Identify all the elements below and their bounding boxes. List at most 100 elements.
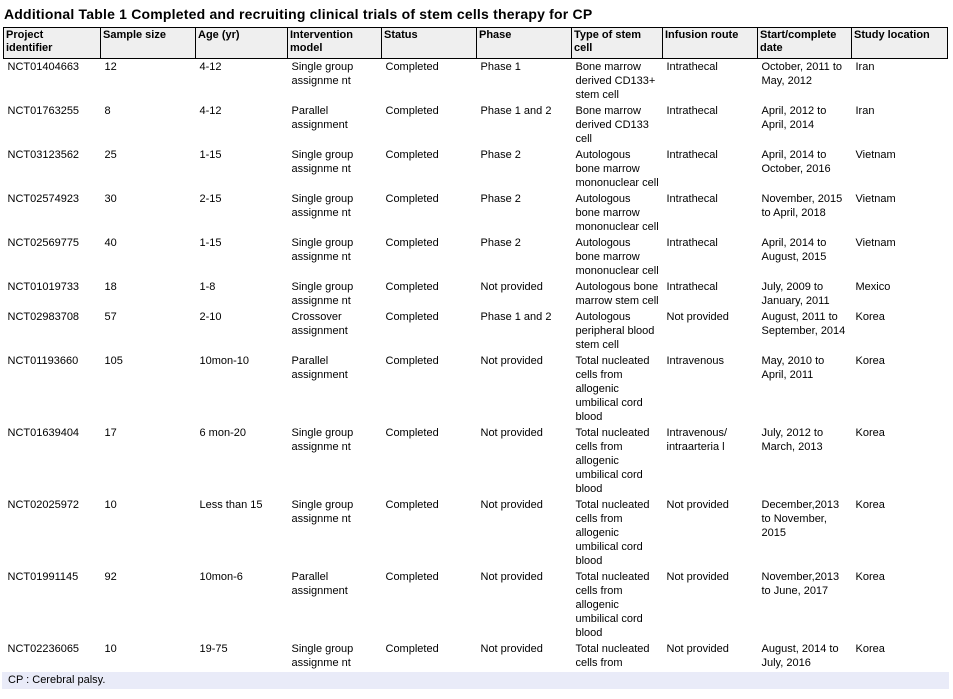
table-cell: Iran	[855, 105, 875, 117]
table-cell: 8	[104, 105, 111, 117]
table-cell: Parallel assignment	[291, 105, 348, 131]
table-cell: October, 2011 to May, 2012	[761, 61, 843, 87]
table-cell: Intrathecal	[666, 149, 718, 161]
table-row: NCT01763255 8 4-12 Parallel assignment Compl…	[4, 103, 948, 147]
table-cell: NCT02574923	[7, 193, 80, 205]
table-cell: 4-12	[199, 61, 222, 73]
table-cell: Completed	[385, 193, 439, 205]
table-row: NCT01991145 92 10mon-6 Parallel assignment C…	[4, 569, 948, 641]
table-cell: Single group assignme nt	[291, 149, 354, 175]
table-cell: 2-10	[199, 311, 222, 323]
table-cell: August, 2014 to July, 2016	[761, 643, 839, 669]
table-cell: Phase 2	[480, 193, 521, 205]
table-row: NCT02574923 30 2-15 Single group assignme n…	[4, 191, 948, 235]
table-cell: 10	[104, 643, 117, 655]
table-cell: April, 2012 to April, 2014	[761, 105, 827, 131]
table-cell: Intrathecal	[666, 193, 718, 205]
table-cell: NCT03123562	[7, 149, 80, 161]
table-cell: Iran	[855, 61, 875, 73]
table-cell: 18	[104, 281, 117, 293]
clinical-trials-table: Project identifier Sample size Age (yr) Int…	[3, 27, 948, 671]
table-cell: December,2013 to November, 2015	[761, 499, 840, 539]
table-cell: 17	[104, 427, 117, 439]
table-cell: NCT01991145	[7, 571, 79, 583]
table-cell: NCT02025972	[7, 499, 80, 511]
table-cell: Not provided	[480, 427, 543, 439]
table-row: NCT02025972 10 Less than 15 Single group as…	[4, 497, 948, 569]
table-cell: Total nucleated cells from allogenic umb…	[575, 355, 650, 423]
table-cell: Completed	[385, 499, 439, 511]
table-row: NCT02236065 10 19-75 Single group assignme …	[4, 641, 948, 671]
table-cell: Autologous bone marrow stem cell	[575, 281, 659, 307]
table-row: NCT01404663 12 4-12 Single group assignme n…	[4, 59, 948, 104]
table-row: NCT01639404 17 6 mon-20 Single group assign…	[4, 425, 948, 497]
table-cell: NCT02983708	[7, 311, 80, 323]
table-cell: Not provided	[666, 499, 729, 511]
table-body: NCT01404663 12 4-12 Single group assignme n…	[4, 59, 948, 672]
table-cell: Completed	[385, 355, 439, 367]
table-cell: Autologous bone marrow mononuclear cell	[575, 193, 659, 233]
column-header-4: Status	[381, 27, 477, 59]
table-cell: 1-15	[199, 149, 222, 161]
column-header-8: Start/complete date	[757, 27, 852, 59]
table-cell: 30	[104, 193, 117, 205]
column-header-2: Age (yr)	[195, 27, 288, 59]
table-cell: Less than 15	[199, 499, 263, 511]
table-cell: Total nucleated cells from allogenic umb…	[575, 499, 650, 567]
table-cell: Parallel assignment	[291, 571, 348, 597]
table-row: NCT01019733 18 1-8 Single group assignme nt…	[4, 279, 948, 309]
table-cell: April, 2014 to August, 2015	[761, 237, 827, 263]
table-cell: Completed	[385, 311, 439, 323]
table-cell: August, 2011 to September, 2014	[761, 311, 846, 337]
table-header: Project identifier Sample size Age (yr) Int…	[3, 27, 948, 59]
table-cell: 10mon-10	[199, 355, 250, 367]
table-cell: Phase 1 and 2	[480, 311, 552, 323]
table-cell: Completed	[385, 427, 439, 439]
table-cell: Korea	[855, 311, 885, 323]
table-cell: Not provided	[480, 643, 543, 655]
table-cell: 19-75	[199, 643, 228, 655]
table-cell: 6 mon-20	[199, 427, 246, 439]
column-header-3: Intervention model	[287, 27, 382, 59]
table-cell: Completed	[385, 149, 439, 161]
table-cell: Completed	[385, 105, 439, 117]
column-header-6: Type of stem cell	[571, 27, 663, 59]
table-cell: Phase 2	[480, 149, 521, 161]
table-cell: Completed	[385, 571, 439, 583]
table-cell: Phase 1	[480, 61, 521, 73]
table-cell: Mexico	[855, 281, 891, 293]
table-cell: Bone marrow derived CD133+ stem cell	[575, 61, 656, 101]
table-cell: Parallel assignment	[291, 355, 348, 381]
table-cell: NCT01639404	[7, 427, 80, 439]
table-cell: Intrathecal	[666, 105, 718, 117]
table-cell: Bone marrow derived CD133 cell	[575, 105, 649, 145]
table-cell: 105	[104, 355, 123, 367]
table-cell: Completed	[385, 643, 439, 655]
table-cell: Single group assignme nt	[291, 499, 354, 525]
table-cell: Korea	[855, 499, 885, 511]
table-cell: Not provided	[480, 355, 543, 367]
column-header-0: Project identifier	[3, 27, 101, 59]
table-cell: Intrathecal	[666, 281, 718, 293]
table-row: NCT01193660 105 10mon-10 Parallel assignmen…	[4, 353, 948, 425]
table-cell: 4-12	[199, 105, 222, 117]
table-cell: Vietnam	[855, 237, 896, 249]
table-cell: November,2013 to June, 2017	[761, 571, 840, 597]
table-cell: NCT01404663	[7, 61, 80, 73]
table-cell: Single group assignme nt	[291, 427, 354, 453]
table-cell: 92	[104, 571, 117, 583]
column-header-7: Infusion route	[662, 27, 758, 59]
table-cell: 1-8	[199, 281, 216, 293]
table-cell: Vietnam	[855, 149, 896, 161]
table-cell: Not provided	[480, 281, 543, 293]
table-cell: 10mon-6	[199, 571, 243, 583]
table-cell: Not provided	[666, 643, 729, 655]
column-header-9: Study location	[851, 27, 948, 59]
table-cell: Intrathecal	[666, 61, 718, 73]
footnote-bar: CP : Cerebral palsy.	[2, 672, 949, 689]
table-cell: NCT01193660	[7, 355, 79, 367]
table-cell: Autologous bone marrow mononuclear cell	[575, 237, 659, 277]
table-cell: 25	[104, 149, 117, 161]
table-cell: 40	[104, 237, 117, 249]
table-cell: Completed	[385, 237, 439, 249]
